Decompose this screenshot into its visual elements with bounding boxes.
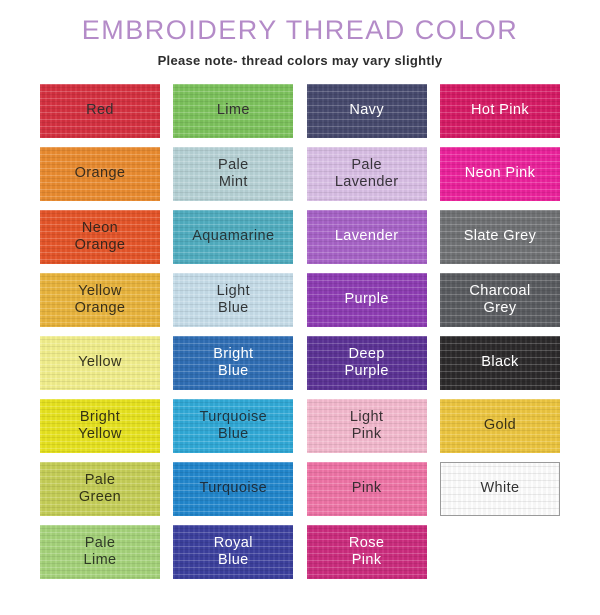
swatch-label: Purple bbox=[344, 291, 389, 308]
swatch-label: Aquamarine bbox=[192, 228, 275, 245]
swatch-label: Red bbox=[86, 102, 114, 119]
thread-swatch: Hot Pink bbox=[439, 84, 560, 138]
thread-swatch: Slate Grey bbox=[439, 210, 560, 264]
swatch-label: Royal Blue bbox=[213, 534, 253, 568]
thread-swatch: Purple bbox=[306, 273, 427, 327]
thread-swatch: Lime bbox=[173, 84, 294, 138]
swatch-label: Pale Mint bbox=[218, 156, 249, 190]
thread-swatch: Bright Yellow bbox=[40, 399, 160, 453]
thread-swatch: Light Blue bbox=[173, 273, 294, 327]
swatch-label: Light Blue bbox=[216, 282, 251, 316]
thread-swatch: Charcoal Grey bbox=[439, 273, 560, 327]
thread-swatch: Aquamarine bbox=[173, 210, 294, 264]
swatch-label: Pale Green bbox=[78, 471, 122, 505]
thread-swatch: Pale Lime bbox=[40, 525, 160, 579]
swatch-label: Pink bbox=[351, 480, 382, 497]
swatch-label: Navy bbox=[349, 102, 384, 119]
thread-swatch: White bbox=[439, 462, 560, 516]
thread-swatch: Pink bbox=[306, 462, 427, 516]
swatch-label: Bright Yellow bbox=[78, 408, 122, 442]
swatch-label: Charcoal Grey bbox=[469, 282, 531, 316]
thread-swatch: Pale Green bbox=[40, 462, 160, 516]
swatch-label: Orange bbox=[74, 165, 126, 182]
thread-swatch: Rose Pink bbox=[306, 525, 427, 579]
page-title: EMBROIDERY THREAD COLOR bbox=[81, 15, 519, 45]
thread-swatch: Orange bbox=[40, 147, 160, 201]
swatch-label: Yellow bbox=[78, 354, 122, 371]
thread-swatch: Black bbox=[439, 336, 560, 390]
swatch-label: Light Pink bbox=[349, 408, 384, 442]
swatch-label: Lavender bbox=[334, 228, 399, 245]
thread-swatch: Pale Mint bbox=[173, 147, 294, 201]
thread-swatch: Turquoise bbox=[173, 462, 294, 516]
thread-swatch: Red bbox=[40, 84, 160, 138]
swatch-label: Turquoise bbox=[199, 480, 268, 497]
swatch-label: Rose Pink bbox=[348, 534, 385, 568]
swatch-label: Slate Grey bbox=[463, 228, 537, 245]
thread-swatch: Navy bbox=[306, 84, 427, 138]
swatch-label: Pale Lime bbox=[83, 534, 117, 568]
thread-swatch: Neon Pink bbox=[439, 147, 560, 201]
thread-swatch: Deep Purple bbox=[306, 336, 427, 390]
thread-swatch: Neon Orange bbox=[40, 210, 160, 264]
thread-swatch: Gold bbox=[439, 399, 560, 453]
swatch-label: Neon Orange bbox=[74, 219, 126, 253]
thread-swatch: Light Pink bbox=[306, 399, 427, 453]
thread-swatch: Yellow Orange bbox=[40, 273, 160, 327]
page-subtitle: Please note- thread colors may vary slig… bbox=[157, 53, 443, 68]
swatch-label: Turquoise Blue bbox=[199, 408, 268, 442]
thread-swatch: Bright Blue bbox=[173, 336, 294, 390]
swatch-label: Deep Purple bbox=[344, 345, 389, 379]
swatch-label: Black bbox=[481, 354, 519, 371]
thread-swatch: Lavender bbox=[306, 210, 427, 264]
swatch-label: White bbox=[480, 480, 520, 497]
swatch-label: Hot Pink bbox=[470, 102, 529, 119]
swatch-label: Gold bbox=[483, 417, 517, 434]
swatch-label: Bright Blue bbox=[213, 345, 254, 379]
thread-swatch: Yellow bbox=[40, 336, 160, 390]
swatch-label: Yellow Orange bbox=[74, 282, 126, 316]
swatch-label: Pale Lavender bbox=[334, 156, 399, 190]
thread-swatch: Royal Blue bbox=[173, 525, 294, 579]
thread-swatch: Pale Lavender bbox=[306, 147, 427, 201]
swatch-grid: Red Lime Navy Hot Pink Orange Pale Mint … bbox=[40, 84, 560, 579]
swatch-label: Lime bbox=[216, 102, 250, 119]
swatch-label: Neon Pink bbox=[464, 165, 536, 182]
thread-swatch: Turquoise Blue bbox=[173, 399, 294, 453]
